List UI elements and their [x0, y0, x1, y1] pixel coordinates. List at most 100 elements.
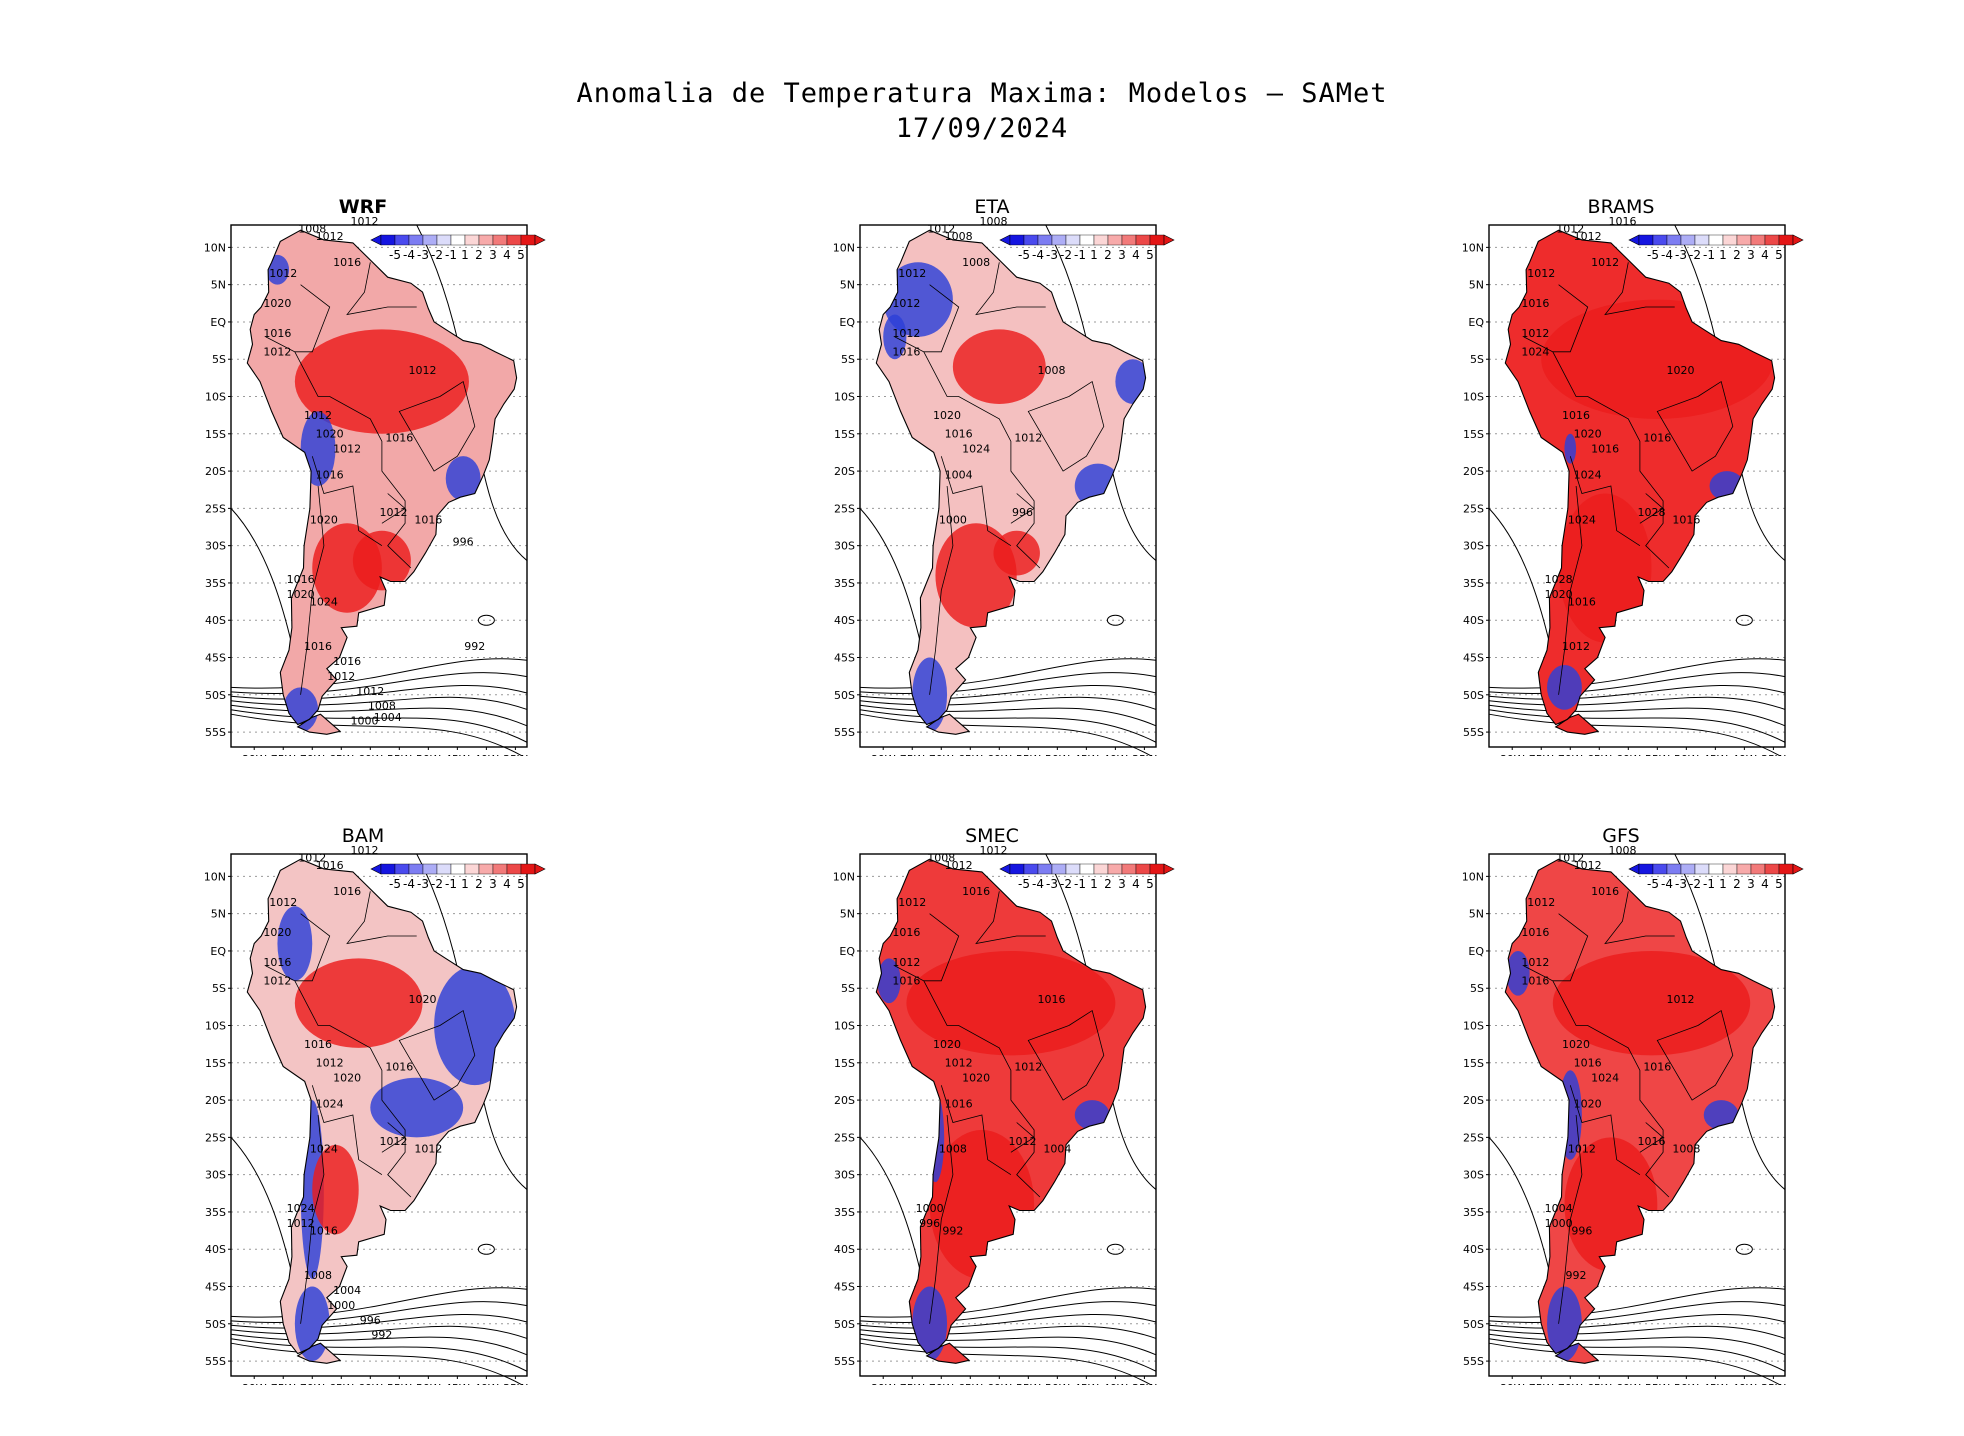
colorbar-label: -2: [1689, 877, 1701, 891]
isobar-label: 1024: [316, 1098, 344, 1111]
anomaly-blob: [1709, 471, 1745, 501]
isobar-label: 1012: [1562, 640, 1590, 653]
lat-label: 40S: [834, 614, 855, 627]
lon-label: 40W: [1732, 753, 1757, 756]
isobar-label: 1012: [1667, 993, 1695, 1006]
coastline-tdf: [1554, 1342, 1600, 1364]
isobar-label: 1008: [1608, 844, 1636, 857]
lon-label: 50W: [416, 1382, 441, 1385]
colorbar-label: 1: [1719, 248, 1727, 262]
isobar-label: 1028: [1545, 573, 1573, 586]
lon-label: 50W: [1045, 1382, 1070, 1385]
colorbar-swatch: [492, 863, 508, 875]
border-line: [929, 1114, 954, 1324]
lat-label: 15S: [834, 1057, 855, 1070]
lat-label: 20S: [205, 465, 226, 478]
colorbar-swatch: [436, 863, 452, 875]
colorbar-label: 1: [461, 248, 469, 262]
lat-label: 10N: [1462, 870, 1484, 883]
lat-label: 20S: [205, 1094, 226, 1107]
coastline-tdf: [925, 1342, 971, 1364]
lat-label: 30S: [834, 1169, 855, 1182]
isobar-label: 1016: [263, 956, 291, 969]
lon-label: 75W: [271, 753, 296, 756]
isobar-line: [230, 704, 528, 727]
colorbar-label: -4: [1661, 248, 1673, 262]
border-line: [1552, 351, 1670, 569]
lat-label: 5S: [1470, 353, 1484, 366]
colorbar: -5 -4 -3 -2 -1 1 2 3 4 5: [1628, 863, 1804, 891]
lon-label: 60W: [1616, 753, 1641, 756]
coastline: [875, 229, 1147, 726]
colorbar-arrow-low: [999, 863, 1011, 875]
colorbar-swatch: [1722, 234, 1738, 246]
isobar-label: 1012: [1568, 1142, 1596, 1155]
lat-label: 50S: [834, 689, 855, 702]
isobar-labels: 1012100810081008101210121012101610201016…: [892, 215, 1065, 526]
lon-label: 65W: [958, 1382, 983, 1385]
colorbar-swatch: [478, 863, 494, 875]
border-line: [1010, 1122, 1035, 1153]
isobar-label: 1012: [927, 222, 955, 235]
isobar-labels: 1012101210161016101210201016101210161012…: [263, 844, 442, 1342]
colorbar-swatch: [1121, 863, 1137, 875]
isobar-label: 1016: [333, 256, 361, 269]
colorbar-swatch: [1009, 234, 1025, 246]
lat-label: EQ: [1468, 945, 1484, 958]
lat-label: 5S: [212, 982, 226, 995]
isobar-label: 1008: [945, 230, 973, 243]
lat-label: 20S: [834, 465, 855, 478]
colorbar-swatch: [1750, 863, 1766, 875]
colorbar-label: 2: [1104, 877, 1112, 891]
isobar-label: 1020: [316, 428, 344, 441]
lon-label: 40W: [1732, 1382, 1757, 1385]
isobar-labels: 1012101610121012101210161012102410161020…: [1521, 215, 1700, 653]
colorbar-label: -1: [1074, 877, 1086, 891]
lon-label: 35W: [1132, 753, 1157, 756]
lon-label: 55W: [1016, 753, 1041, 756]
border-line: [300, 485, 325, 695]
isobar-label: 1012: [1574, 230, 1602, 243]
lat-label: 50S: [1463, 689, 1484, 702]
colorbar-swatch: [520, 863, 536, 875]
isobar-label: 1004: [1545, 1202, 1573, 1215]
colorbar-label: 1: [1719, 877, 1727, 891]
isobar-label: 1012: [304, 409, 332, 422]
coastline-tdf: [1554, 713, 1600, 735]
colorbar-swatch: [1135, 863, 1151, 875]
lon-label: 55W: [1645, 753, 1670, 756]
isobar-label: 1016: [304, 1038, 332, 1051]
isobar-ring: [1735, 614, 1753, 626]
colorbar-swatch: [1107, 863, 1123, 875]
panel-wrf: WRF 1008 1012 1012 1016 1012 1020 1016 1012 1012…: [193, 196, 613, 756]
isobar-line: [230, 1338, 528, 1372]
isobar-ring: [1735, 1243, 1753, 1255]
isobar-label: 1012: [269, 896, 297, 909]
lat-label: 30S: [1463, 1169, 1484, 1182]
isobar-label: 1016: [962, 885, 990, 898]
border-line: [923, 980, 1041, 1198]
colorbar-label: -5: [1647, 877, 1659, 891]
anomaly-blob: [1547, 664, 1582, 710]
colorbar-swatch: [1666, 234, 1682, 246]
isobar-label: 1000: [939, 513, 967, 526]
isobar-label: 1012: [1014, 431, 1042, 444]
isobar-line: [859, 658, 1157, 689]
isobar-label: 1016: [263, 327, 291, 340]
anomaly-blob: [1552, 950, 1751, 1056]
lat-label: 25S: [205, 502, 226, 515]
isobar-ring: [477, 614, 495, 626]
lat-label: 35S: [834, 1206, 855, 1219]
colorbar-label: 4: [503, 877, 511, 891]
isobar-label: 1020: [1667, 364, 1695, 377]
isobar-label: 1012: [892, 327, 920, 340]
colorbar-arrow-high: [534, 863, 546, 875]
isobar-label: 1012: [316, 1057, 344, 1070]
border-line: [398, 1009, 476, 1101]
isobar-label: 1000: [916, 1202, 944, 1215]
isobar-line: [859, 1338, 1157, 1372]
anomaly-blob: [312, 1144, 359, 1235]
isobar-line: [230, 1325, 528, 1339]
anomaly-blob: [1703, 1100, 1739, 1130]
colorbar-swatch: [1764, 234, 1780, 246]
